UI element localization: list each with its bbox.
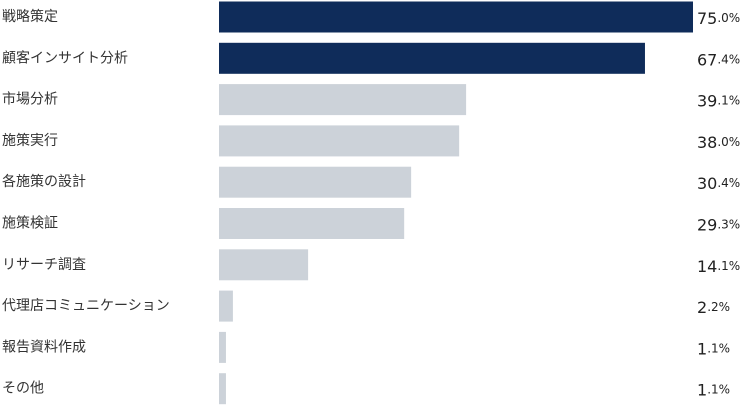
bar [219, 208, 405, 239]
bar [219, 84, 467, 116]
value-label: 75.0% [697, 9, 740, 28]
value-label: 1.1% [697, 380, 730, 399]
category-label: その他 [2, 381, 44, 397]
category-label: 各施策の設計 [2, 173, 86, 190]
bar [219, 42, 645, 74]
value-label: 38.0% [697, 132, 740, 151]
value-label: 1.1% [697, 339, 730, 358]
value-label: 39.1% [697, 91, 740, 110]
category-label: 施策実行 [2, 132, 58, 149]
bar [219, 249, 309, 281]
bar [219, 1, 693, 33]
value-label: 29.3% [697, 215, 740, 234]
bar [219, 125, 460, 157]
bar [219, 373, 226, 405]
category-label: 戦略策定 [2, 8, 58, 25]
bar [219, 290, 233, 322]
value-label: 30.4% [697, 174, 740, 193]
category-label: リサーチ調査 [2, 257, 86, 273]
category-label: 顧客インサイト分析 [2, 49, 128, 66]
bar [219, 331, 226, 363]
category-label: 市場分析 [2, 91, 58, 108]
category-label: 施策検証 [2, 215, 58, 232]
value-label: 14.1% [697, 256, 740, 275]
category-label: 報告資料作成 [2, 339, 86, 355]
value-label: 67.4% [697, 50, 740, 69]
value-label: 2.2% [697, 298, 730, 317]
category-label: 代理店コミュニケーション [2, 298, 170, 314]
bar [219, 166, 412, 198]
